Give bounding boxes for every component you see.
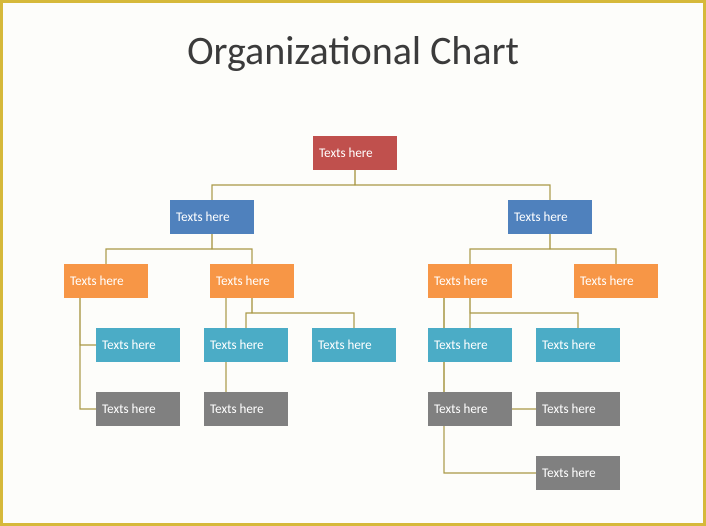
- org-node-level-2: Texts here: [574, 264, 658, 298]
- org-node-level-2: Texts here: [64, 264, 148, 298]
- org-node-level-2: Texts here: [210, 264, 294, 298]
- org-node-level-4: Texts here: [204, 392, 288, 426]
- org-node-level-1: Texts here: [170, 200, 254, 234]
- org-node-level-3: Texts here: [428, 328, 512, 362]
- org-node-level-5: Texts here: [536, 456, 620, 490]
- orgchart-canvas: Texts here Texts here Texts here Texts here…: [0, 0, 706, 526]
- org-node-level-3: Texts here: [312, 328, 396, 362]
- org-node-level-4: Texts here: [536, 392, 620, 426]
- org-node-level-4: Texts here: [96, 392, 180, 426]
- org-node-level-4: Texts here: [428, 392, 512, 426]
- org-node-level-3: Texts here: [536, 328, 620, 362]
- org-node-level-1: Texts here: [508, 200, 592, 234]
- connector-layer: [0, 0, 706, 526]
- org-node-level-3: Texts here: [204, 328, 288, 362]
- org-node-level-3: Texts here: [96, 328, 180, 362]
- org-node-level-2: Texts here: [428, 264, 512, 298]
- org-node-level-0: Texts here: [313, 136, 397, 170]
